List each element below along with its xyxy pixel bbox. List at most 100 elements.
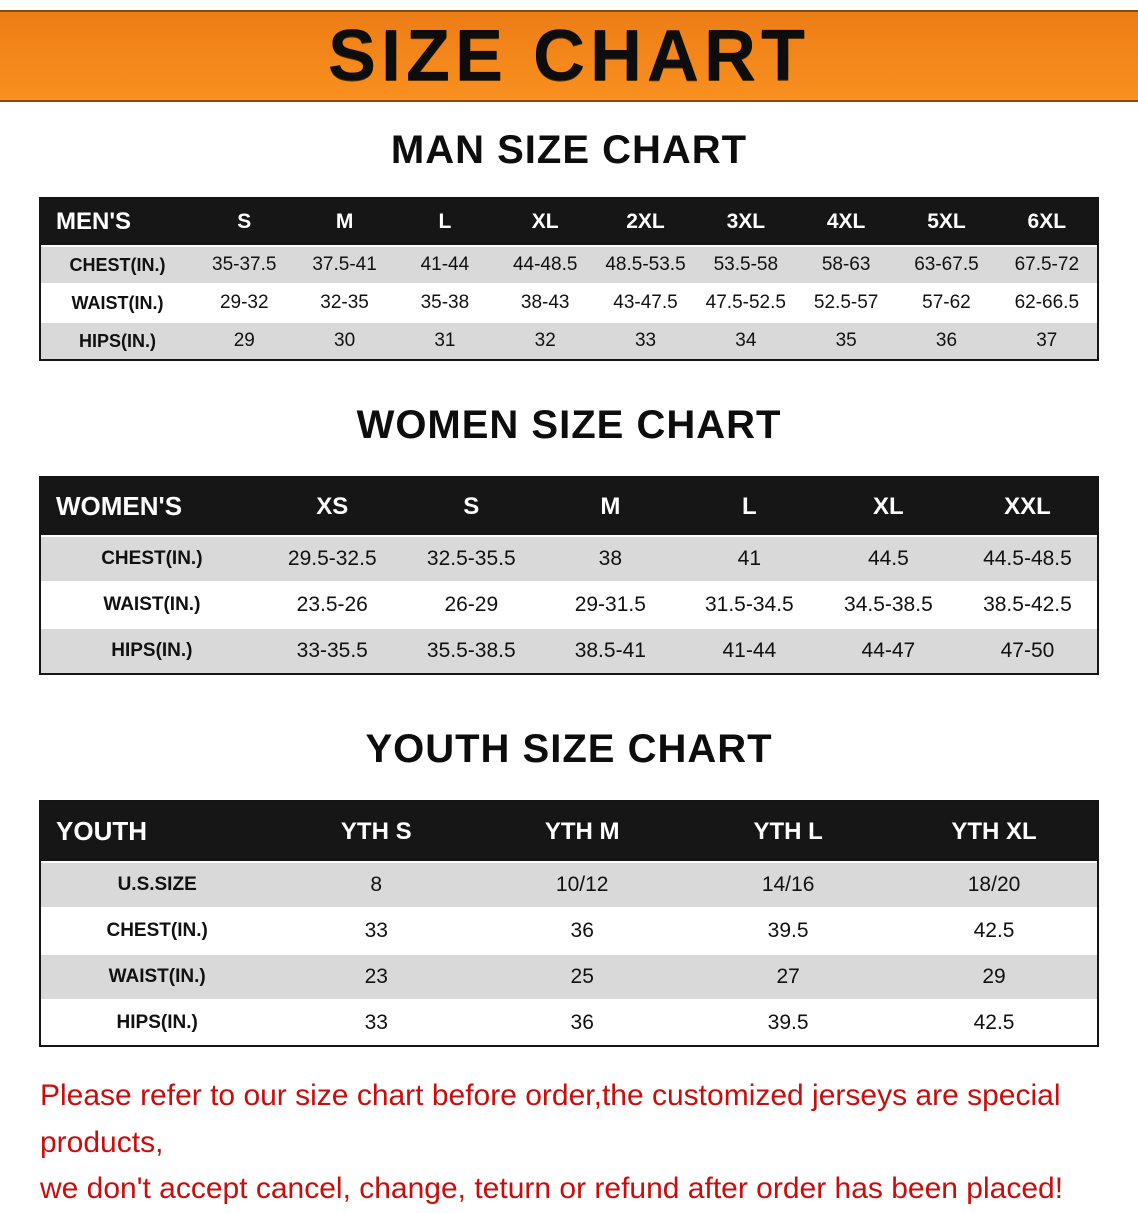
column-header: S <box>401 478 541 537</box>
row-label: HIPS(IN.) <box>41 323 195 359</box>
column-header: YTH XL <box>891 802 1097 863</box>
row-label: WAIST(IN.) <box>41 285 195 323</box>
youth-chart-heading: YOUTH SIZE CHART <box>365 727 773 771</box>
table-header-row: YOUTH YTH S YTH M YTH L YTH XL <box>41 802 1097 863</box>
cell-value: 31 <box>394 323 496 359</box>
table-corner-label: WOMEN'S <box>41 478 263 537</box>
cell-value: 33 <box>273 1001 480 1045</box>
cell-value: 39.5 <box>685 909 892 955</box>
cell-value: 10/12 <box>479 863 686 909</box>
cell-value: 35-37.5 <box>194 247 295 285</box>
cell-value: 52.5-57 <box>795 285 897 323</box>
table-row: HIPS(IN.) 29 30 31 32 33 34 35 36 37 <box>41 323 1097 359</box>
women-chart-heading: WOMEN SIZE CHART <box>356 403 782 447</box>
column-header: L <box>679 478 819 537</box>
cell-value: 37.5-41 <box>294 247 395 285</box>
column-header: YTH S <box>273 802 480 863</box>
cell-value: 18/20 <box>891 863 1097 909</box>
cell-value: 31.5-34.5 <box>679 583 819 629</box>
cell-value: 34.5-38.5 <box>818 583 958 629</box>
table-row: CHEST(IN.) 33 36 39.5 42.5 <box>41 909 1097 955</box>
cell-value: 44-48.5 <box>495 247 596 285</box>
row-label: WAIST(IN.) <box>41 583 263 629</box>
order-disclaimer: Please refer to our size chart before or… <box>40 1073 1100 1213</box>
men-chart-heading: MAN SIZE CHART <box>390 128 748 172</box>
table-row: CHEST(IN.) 35-37.5 37.5-41 41-44 44-48.5 48.5… <box>41 247 1097 285</box>
cell-value: 35.5-38.5 <box>401 629 541 673</box>
cell-value: 44-47 <box>818 629 958 673</box>
column-header: 2XL <box>595 199 696 247</box>
cell-value: 33 <box>273 909 480 955</box>
row-label: CHEST(IN.) <box>41 537 263 583</box>
table-corner-label: YOUTH <box>41 802 274 863</box>
youth-size-section: YOUTH SIZE CHART YOUTH YTH S YTH M YTH L YTH… <box>0 727 1138 1047</box>
cell-value: 67.5-72 <box>996 247 1097 285</box>
cell-value: 33-35.5 <box>262 629 402 673</box>
cell-value: 34 <box>695 323 796 359</box>
row-label: WAIST(IN.) <box>41 955 274 1001</box>
cell-value: 62-66.5 <box>996 285 1097 323</box>
row-label: U.S.SIZE <box>41 863 274 909</box>
table-header-row: WOMEN'S XS S M L XL XXL <box>41 478 1097 537</box>
cell-value: 42.5 <box>891 1001 1097 1045</box>
cell-value: 14/16 <box>685 863 892 909</box>
column-header: M <box>540 478 680 537</box>
column-header: YTH L <box>685 802 892 863</box>
cell-value: 27 <box>685 955 892 1001</box>
cell-value: 36 <box>896 323 997 359</box>
cell-value: 42.5 <box>891 909 1097 955</box>
cell-value: 53.5-58 <box>695 247 796 285</box>
cell-value: 26-29 <box>401 583 541 629</box>
cell-value: 8 <box>273 863 480 909</box>
column-header: XL <box>818 478 958 537</box>
cell-value: 47-50 <box>957 629 1097 673</box>
column-header: XL <box>495 199 596 247</box>
women-size-section: WOMEN SIZE CHART WOMEN'S XS S M L XL XXL CHEST(… <box>0 403 1138 675</box>
row-label: HIPS(IN.) <box>41 629 263 673</box>
table-row: U.S.SIZE 8 10/12 14/16 18/20 <box>41 863 1097 909</box>
cell-value: 41-44 <box>679 629 819 673</box>
column-header: M <box>294 199 395 247</box>
table-corner-label: MEN'S <box>41 199 195 247</box>
men-size-table: MEN'S S M L XL 2XL 3XL 4XL 5XL 6XL CHEST(IN.) 35-37… <box>39 197 1099 361</box>
cell-value: 33 <box>595 323 696 359</box>
cell-value: 32-35 <box>294 285 395 323</box>
row-label: CHEST(IN.) <box>41 247 195 285</box>
cell-value: 58-63 <box>795 247 897 285</box>
cell-value: 35 <box>795 323 897 359</box>
cell-value: 29.5-32.5 <box>262 537 402 583</box>
row-label: CHEST(IN.) <box>41 909 274 955</box>
cell-value: 29-32 <box>194 285 295 323</box>
cell-value: 44.5-48.5 <box>957 537 1097 583</box>
youth-size-table: YOUTH YTH S YTH M YTH L YTH XL U.S.SIZE 8 10/12… <box>39 800 1099 1047</box>
cell-value: 48.5-53.5 <box>595 247 696 285</box>
cell-value: 57-62 <box>896 285 997 323</box>
cell-value: 38.5-41 <box>540 629 680 673</box>
men-size-section: MAN SIZE CHART MEN'S S M L XL 2XL 3XL 4XL 5XL 6XL… <box>0 128 1138 361</box>
column-header: 4XL <box>795 199 897 247</box>
cell-value: 37 <box>996 323 1097 359</box>
cell-value: 38-43 <box>495 285 596 323</box>
disclaimer-line-2: we don't accept cancel, change, teturn o… <box>40 1172 1064 1205</box>
cell-value: 44.5 <box>818 537 958 583</box>
column-header: L <box>394 199 496 247</box>
column-header: XXL <box>957 478 1097 537</box>
table-row: WAIST(IN.) 23.5-26 26-29 29-31.5 31.5-34.5 34… <box>41 583 1097 629</box>
cell-value: 25 <box>479 955 686 1001</box>
column-header: 6XL <box>996 199 1097 247</box>
cell-value: 32 <box>495 323 596 359</box>
column-header: 3XL <box>695 199 796 247</box>
table-row: CHEST(IN.) 29.5-32.5 32.5-35.5 38 41 44.5 44.5… <box>41 537 1097 583</box>
table-row: HIPS(IN.) 33-35.5 35.5-38.5 38.5-41 41-44 44-… <box>41 629 1097 673</box>
row-label: HIPS(IN.) <box>41 1001 274 1045</box>
cell-value: 36 <box>479 1001 686 1045</box>
disclaimer-line-1: Please refer to our size chart before or… <box>40 1079 1061 1159</box>
cell-value: 43-47.5 <box>595 285 696 323</box>
cell-value: 36 <box>479 909 686 955</box>
banner-title: SIZE CHART <box>328 16 810 96</box>
column-header: XS <box>262 478 402 537</box>
cell-value: 23 <box>273 955 480 1001</box>
column-header: 5XL <box>896 199 997 247</box>
cell-value: 39.5 <box>685 1001 892 1045</box>
size-chart-banner: SIZE CHART <box>0 10 1138 102</box>
